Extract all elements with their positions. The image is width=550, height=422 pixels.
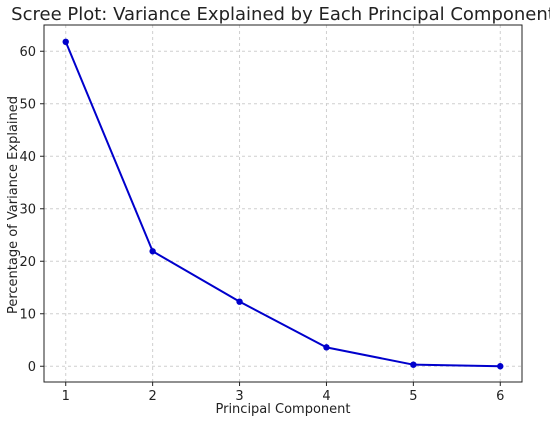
x-tick-label: 1 bbox=[62, 389, 70, 404]
data-point bbox=[149, 248, 156, 255]
y-tick-label: 30 bbox=[19, 202, 36, 217]
data-point bbox=[410, 361, 417, 368]
y-tick-label: 10 bbox=[19, 307, 36, 322]
y-tick-label: 0 bbox=[28, 360, 36, 375]
x-tick-label: 5 bbox=[409, 389, 417, 404]
y-tick-label: 20 bbox=[19, 255, 36, 270]
plot-frame bbox=[43, 24, 523, 383]
series-layer bbox=[62, 38, 504, 370]
x-tick-label: 6 bbox=[496, 389, 504, 404]
data-point bbox=[497, 363, 504, 370]
x-tick-label: 3 bbox=[235, 389, 243, 404]
y-ticks: 0 10 20 30 40 50 60 bbox=[19, 45, 44, 375]
series-line bbox=[64, 40, 502, 368]
y-axis-label: Percentage of Variance Explained bbox=[6, 96, 21, 314]
data-point bbox=[323, 344, 330, 351]
x-tick-label: 4 bbox=[322, 389, 330, 404]
x-axis-label: Principal Component bbox=[215, 402, 350, 417]
x-tick-label: 2 bbox=[148, 389, 156, 404]
data-point bbox=[236, 298, 243, 305]
axes bbox=[43, 24, 523, 383]
y-tick-label: 60 bbox=[19, 45, 36, 60]
y-tick-label: 40 bbox=[19, 150, 36, 165]
grid bbox=[44, 25, 522, 382]
data-point bbox=[62, 38, 69, 45]
chart-title: Scree Plot: Variance Explained by Each P… bbox=[11, 4, 550, 25]
y-tick-label: 50 bbox=[19, 97, 36, 112]
x-ticks: 1 2 3 4 5 6 bbox=[62, 382, 504, 404]
